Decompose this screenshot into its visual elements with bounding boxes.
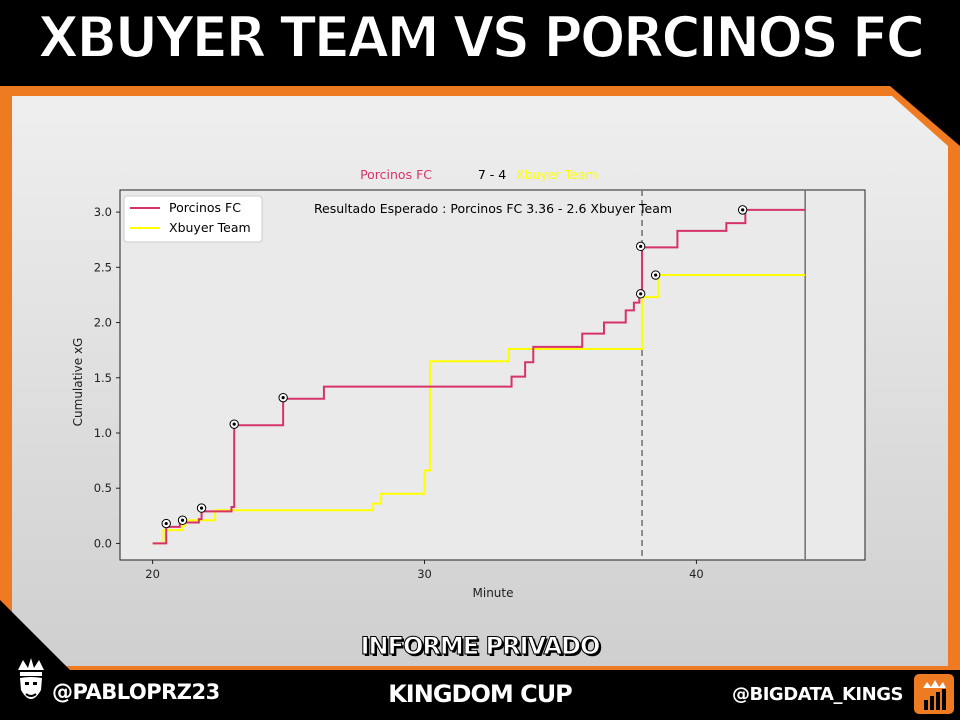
goal-marker-center — [281, 396, 285, 400]
page-title: XBUYER TEAM VS PORCINOS FC — [37, 3, 927, 71]
plot-area — [119, 189, 866, 561]
goal-marker-center — [639, 244, 643, 248]
report-subtitle: INFORME PRIVADO — [360, 632, 601, 661]
y-tick-label: 1.0 — [94, 426, 112, 440]
goal-marker-center — [741, 208, 745, 212]
goal-marker-center — [639, 292, 643, 296]
y-tick-label: 3.0 — [94, 205, 112, 219]
goal-marker-center — [654, 273, 658, 277]
goal-marker-center — [199, 506, 204, 510]
legend-label-porcinos: Porcinos FC — [169, 200, 241, 215]
y-tick-label: 0.5 — [94, 481, 112, 495]
competition-title: KINGDOM CUP — [388, 680, 573, 708]
x-tick-label: 20 — [145, 567, 160, 581]
chart-annotation: Resultado Esperado : Porcinos FC 3.36 - … — [314, 201, 672, 216]
brand-handle: @BIGDATA_KINGS — [732, 684, 903, 705]
goal-marker-center — [180, 518, 185, 522]
footer-band — [0, 670, 960, 720]
author-handle: @PABLOPRZ23 — [52, 680, 220, 704]
y-tick-label: 1.5 — [94, 371, 112, 385]
x-axis-label: Minute — [473, 586, 514, 600]
series-line — [152, 274, 806, 545]
chart-title-home: Porcinos FC — [360, 167, 432, 182]
y-tick-label: 2.0 — [94, 316, 112, 330]
y-tick-label: 0.0 — [94, 536, 112, 550]
legend: Porcinos FC Xbuyer Team — [123, 195, 263, 243]
y-tick-label: 2.5 — [94, 260, 112, 274]
goal-marker-center — [164, 521, 168, 526]
chart-title-score: 7 - 4 — [478, 167, 506, 182]
legend-label-xbuyer: Xbuyer Team — [169, 220, 251, 235]
bigdata-kings-logo-icon — [914, 674, 954, 714]
chart-title-away: Xbuyer Team — [516, 167, 598, 182]
header-band — [0, 0, 960, 88]
series-line — [152, 208, 806, 545]
chart-plot-layer: 0.0 0.5 1.0 1.5 2.0 2.5 3.0 20 30 40 — [94, 189, 866, 581]
king-logo-icon — [18, 658, 44, 699]
x-tick-label: 40 — [689, 567, 704, 581]
goal-marker-center — [232, 422, 236, 426]
x-tick-label: 30 — [417, 567, 432, 581]
y-axis-label: Cumulative xG — [71, 338, 85, 427]
